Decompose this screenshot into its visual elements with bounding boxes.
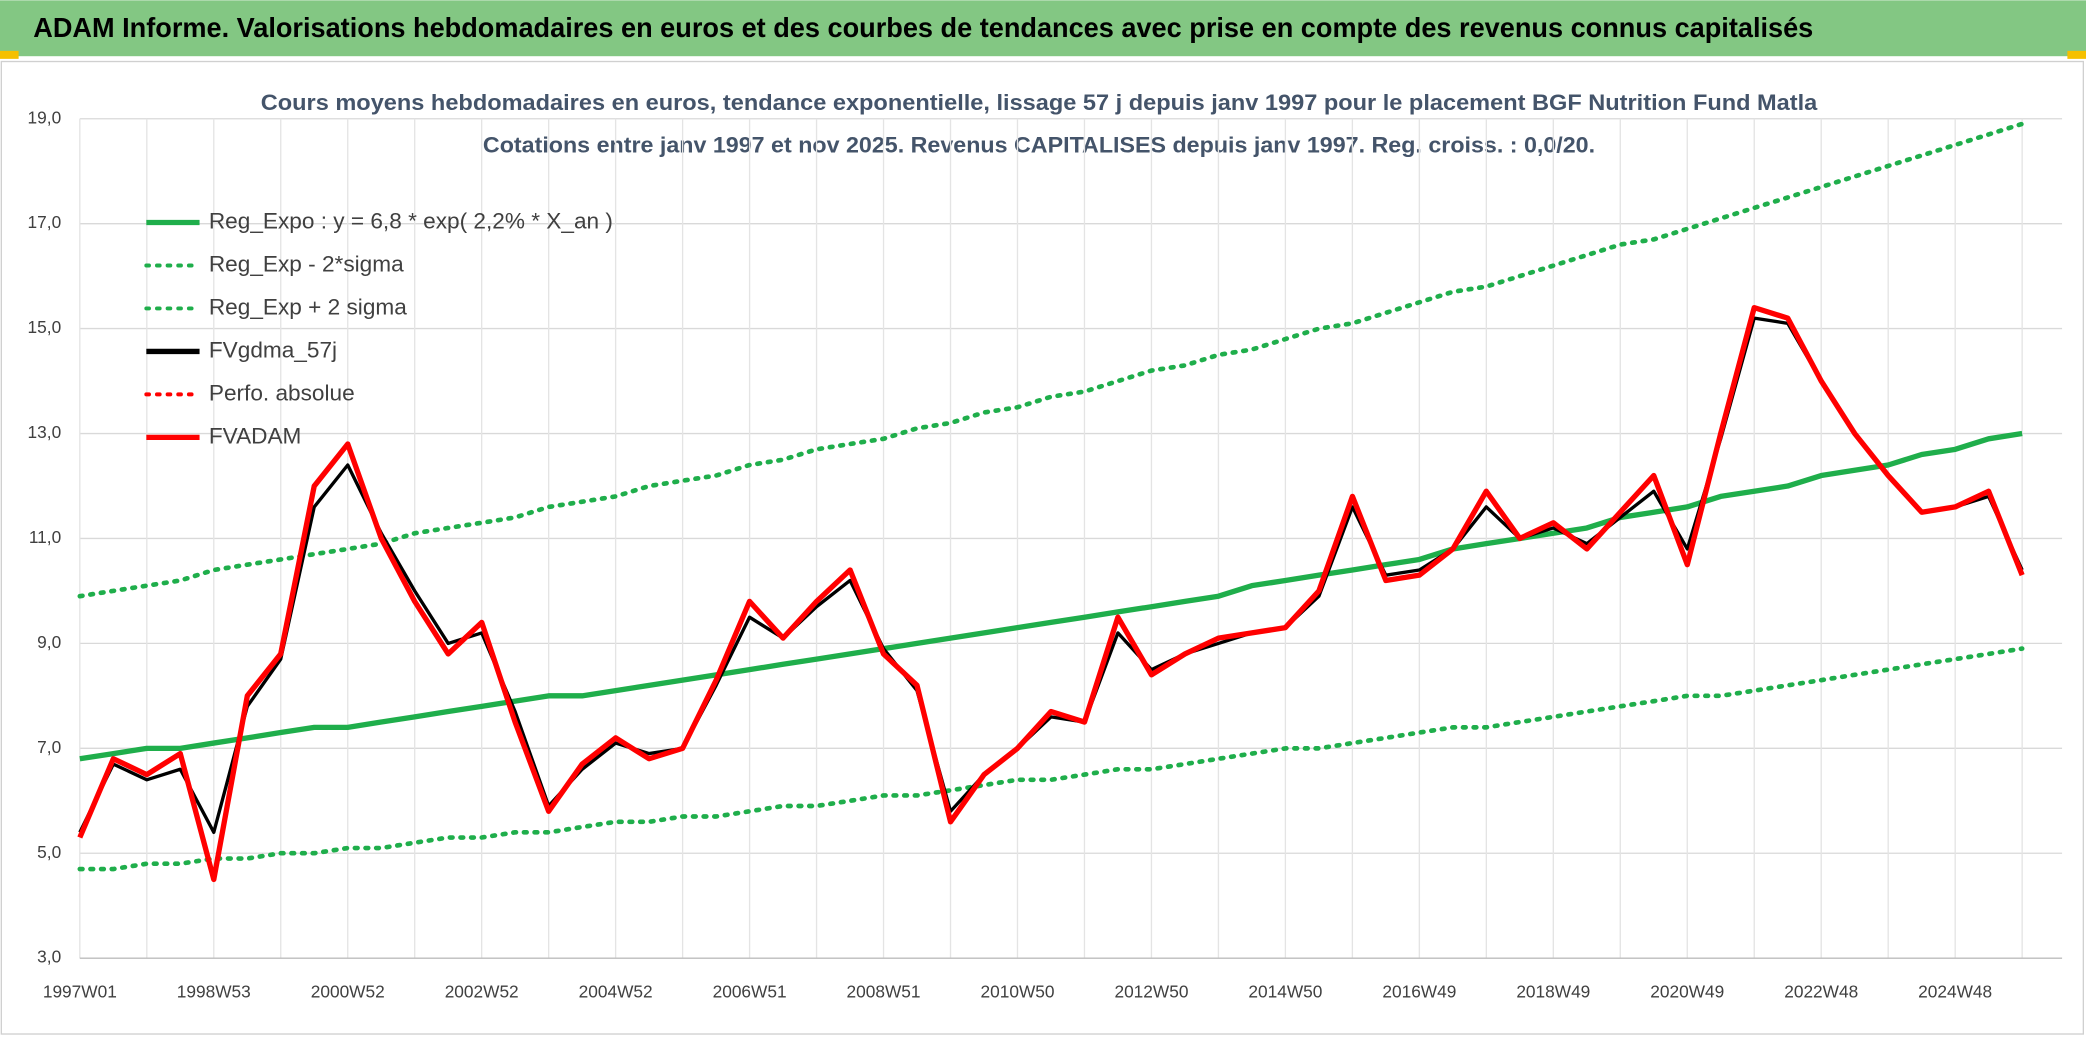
plot [77, 121, 2025, 883]
legend-label: FVADAM [209, 423, 302, 448]
frame [0, 60, 2085, 1035]
title-backdrop [255, 85, 1826, 166]
y-tick-label: 5,0 [37, 842, 61, 862]
header-title: ADAM Informe. Valorisations hebdomadaire… [33, 12, 1813, 43]
x-tick-label: 2002W52 [445, 981, 519, 1001]
y-tick-label: 19,0 [28, 107, 62, 127]
series-line [77, 646, 2025, 872]
y-tick-label: 11,0 [29, 527, 61, 547]
x-tick-label: 2020W49 [1650, 981, 1724, 1001]
corner [2067, 50, 2086, 59]
header-bar [0, 0, 2086, 57]
legend-label: Reg_Expo : y = 6,8 * exp( 2,2% * X_an ) [209, 208, 613, 233]
y-tick-label: 17,0 [28, 212, 62, 232]
legend-label: Reg_Exp - 2*sigma [209, 251, 404, 276]
y-tick-label: 9,0 [37, 632, 61, 652]
chart-title: Cours moyens hebdomadaires en euros, ten… [261, 90, 1818, 115]
x-tick-label: 1997W01 [43, 981, 117, 1001]
x-tick-label: 2018W49 [1516, 981, 1590, 1001]
x-tick-label: 2006W51 [713, 981, 787, 1001]
y-tick-label: 15,0 [28, 317, 62, 337]
legend-label: Perfo. absolue [209, 380, 355, 405]
x-tick-label: 2000W52 [311, 981, 385, 1001]
x-tick-label: 2024W48 [1918, 981, 1992, 1001]
chart-subtitle: Cotations entre janv 1997 et nov 2025. R… [483, 133, 1595, 158]
corner [0, 50, 19, 59]
series-line [79, 430, 2023, 762]
y-tick-label: 7,0 [37, 737, 61, 757]
grid: 3,0 5,0 7,0 9,0 11,0 13,0 15,0 17,0 19,0 1997W01 1… [28, 107, 2063, 1001]
series-line [77, 121, 2025, 599]
x-tick-label: 2008W51 [847, 981, 921, 1001]
y-tick-label: 13,0 [28, 422, 62, 442]
x-tick-label: 2012W50 [1114, 981, 1188, 1001]
series-line [77, 304, 2025, 883]
x-tick-label: 2022W48 [1784, 981, 1858, 1001]
legend-label: Reg_Exp + 2 sigma [209, 294, 407, 319]
x-tick-label: 2004W52 [579, 981, 653, 1001]
x-tick-label: 2014W50 [1248, 981, 1322, 1001]
y-tick-label: 3,0 [37, 947, 61, 967]
x-tick-label: 2010W50 [981, 981, 1055, 1001]
legend: Reg_Expo : y = 6,8 * exp( 2,2% * X_an ) R… [144, 208, 613, 448]
legend-label: FVgdma_57j [209, 337, 337, 362]
x-tick-label: 1998W53 [177, 981, 251, 1001]
x-tick-label: 2016W49 [1382, 981, 1456, 1001]
